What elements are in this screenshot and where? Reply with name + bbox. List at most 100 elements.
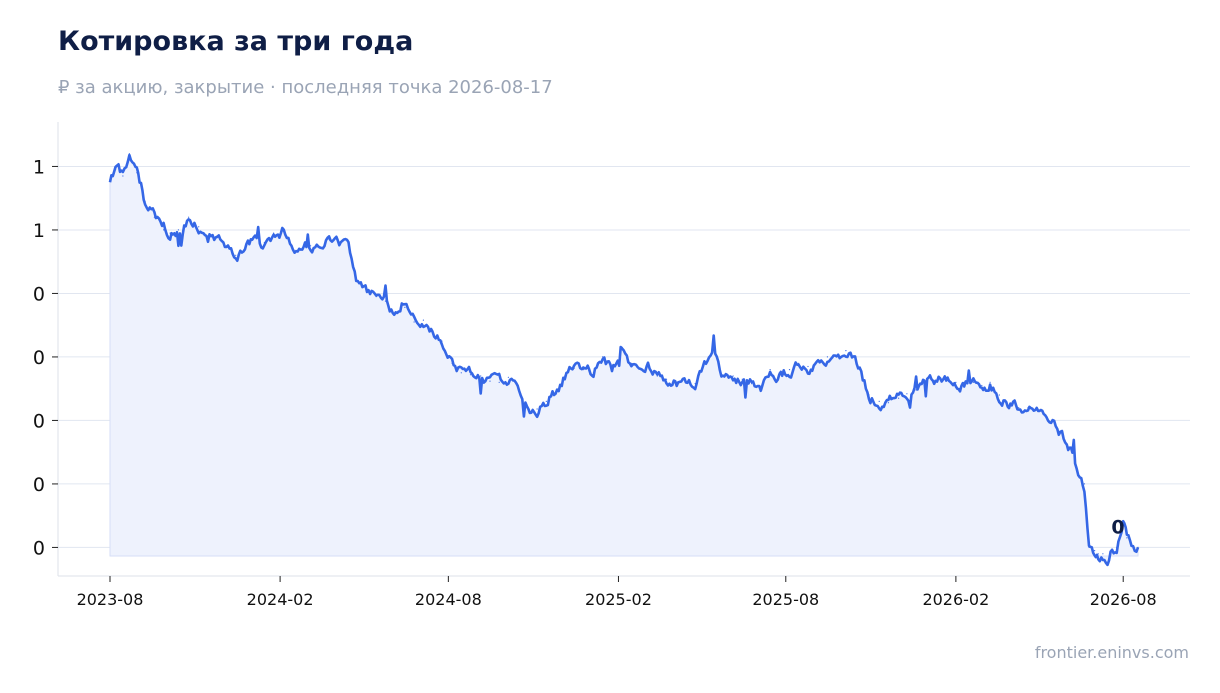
y-tick-label: 0	[33, 410, 45, 432]
data-point	[244, 249, 246, 251]
data-point	[1102, 553, 1104, 555]
data-point	[1037, 410, 1039, 412]
data-point	[1122, 521, 1124, 523]
data-point	[1106, 564, 1109, 566]
data-point	[836, 356, 838, 358]
data-point	[507, 376, 509, 378]
data-point	[328, 238, 330, 241]
series-area	[109, 153, 1139, 566]
data-point	[1009, 404, 1012, 406]
data-point	[989, 381, 991, 383]
data-point	[972, 381, 975, 383]
data-point	[1055, 426, 1057, 428]
data-point	[144, 200, 146, 202]
data-point	[460, 372, 462, 374]
data-point	[1027, 407, 1029, 409]
data-point	[807, 365, 809, 368]
data-point	[760, 389, 762, 391]
data-point	[366, 289, 368, 291]
y-tick-label: 0	[33, 283, 45, 305]
x-tick-label: 2026-08	[1090, 590, 1157, 609]
data-point	[338, 245, 340, 247]
data-point	[998, 394, 1000, 396]
data-point	[722, 375, 724, 377]
data-point	[498, 381, 500, 383]
data-point	[944, 378, 946, 380]
data-point	[685, 381, 687, 383]
data-point	[292, 248, 294, 250]
y-tick-label: 0	[33, 347, 45, 369]
data-point	[283, 229, 285, 231]
data-point	[1116, 546, 1118, 549]
data-point	[963, 381, 965, 383]
data-point	[536, 408, 538, 410]
chart-annotations: 0	[1111, 516, 1124, 538]
data-point	[207, 235, 209, 237]
x-axis-ticks: 2023-08 2024-02 2024-08 2025-02 2025-08 2026-…	[77, 576, 1157, 609]
data-point	[198, 226, 200, 228]
data-point	[375, 296, 377, 298]
data-point	[845, 350, 847, 352]
data-point	[826, 356, 829, 358]
data-point	[741, 378, 743, 380]
data-point	[647, 365, 649, 368]
data-point	[859, 369, 861, 371]
x-tick-label: 2023-08	[77, 590, 144, 609]
data-point	[817, 359, 819, 361]
data-point	[153, 216, 155, 218]
data-point	[1066, 445, 1068, 447]
data-point	[1074, 461, 1076, 463]
data-point	[611, 369, 613, 371]
data-point	[703, 362, 706, 364]
data-point	[263, 242, 265, 244]
data-point	[713, 350, 715, 352]
y-tick-label: 0	[33, 537, 45, 559]
data-point	[630, 362, 633, 364]
data-point	[732, 375, 734, 377]
data-point	[301, 249, 303, 251]
data-point	[254, 235, 256, 237]
data-point	[778, 372, 780, 374]
data-point	[163, 229, 165, 231]
data-point	[769, 369, 771, 371]
data-point	[422, 319, 424, 321]
data-point	[517, 386, 519, 388]
data-point	[1059, 431, 1061, 433]
data-point	[1094, 550, 1096, 552]
data-point	[273, 232, 275, 234]
data-point	[751, 383, 753, 385]
data-point	[177, 229, 179, 231]
data-point	[981, 384, 983, 387]
chart-title: Котировка за три года	[58, 26, 414, 57]
data-point	[898, 397, 900, 399]
data-point	[602, 356, 604, 358]
data-point	[216, 237, 218, 239]
data-point	[1088, 546, 1090, 549]
y-tick-label: 1	[33, 156, 45, 178]
chart-area-layer	[108, 153, 1140, 567]
data-point	[926, 378, 928, 380]
data-point	[357, 280, 359, 282]
data-point	[128, 153, 130, 155]
x-tick-label: 2025-08	[752, 590, 819, 609]
x-tick-label: 2026-02	[922, 590, 989, 609]
data-point	[469, 374, 472, 376]
last-point-label: 0	[1111, 516, 1124, 538]
x-tick-label: 2024-08	[415, 590, 482, 609]
source-credit: frontier.eninvs.com	[1034, 643, 1189, 662]
data-point	[582, 369, 584, 371]
x-tick-label: 2025-02	[585, 590, 652, 609]
data-point	[136, 172, 138, 174]
data-point	[592, 372, 595, 374]
data-point	[656, 375, 658, 377]
data-point	[169, 232, 171, 234]
data-point	[555, 391, 557, 393]
data-point	[1045, 416, 1048, 418]
data-point	[413, 321, 415, 323]
data-point	[1018, 407, 1020, 409]
data-point	[788, 369, 791, 371]
data-point	[887, 402, 890, 404]
data-point	[404, 306, 406, 308]
data-point	[676, 381, 678, 383]
